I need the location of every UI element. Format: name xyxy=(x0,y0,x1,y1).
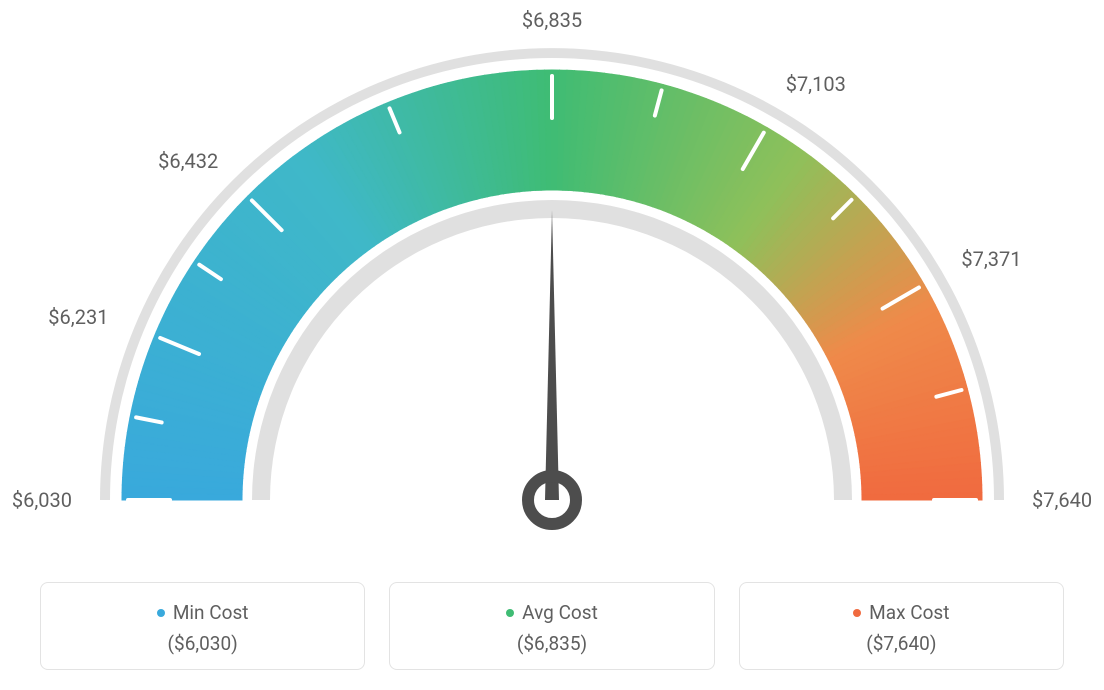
gauge-tick-label: $7,371 xyxy=(961,247,1021,271)
avg-cost-label: Avg Cost xyxy=(522,601,598,624)
gauge-tick-label: $6,030 xyxy=(12,488,72,512)
min-dot-icon xyxy=(157,609,165,617)
summary-cards: Min Cost ($6,030) Avg Cost ($6,835) Max … xyxy=(40,582,1064,670)
gauge-tick-label: $6,432 xyxy=(158,149,218,173)
min-cost-title: Min Cost xyxy=(157,601,249,624)
avg-dot-icon xyxy=(506,609,514,617)
avg-cost-title: Avg Cost xyxy=(506,601,598,624)
gauge-tick-label: $6,835 xyxy=(522,8,582,32)
max-cost-value: ($7,640) xyxy=(750,632,1053,655)
avg-cost-value: ($6,835) xyxy=(400,632,703,655)
max-dot-icon xyxy=(853,609,861,617)
gauge-chart: $6,030 $6,231 $6,432 $6,835 $7,103 $7,371 $7,6… xyxy=(0,0,1104,560)
gauge-tick-label: $7,640 xyxy=(1032,488,1092,512)
max-cost-label: Max Cost xyxy=(869,601,949,624)
gauge-tick-label: $6,231 xyxy=(48,305,108,329)
max-cost-card: Max Cost ($7,640) xyxy=(739,582,1064,670)
avg-cost-card: Avg Cost ($6,835) xyxy=(389,582,714,670)
gauge-tick-label: $7,103 xyxy=(786,72,846,96)
min-cost-value: ($6,030) xyxy=(51,632,354,655)
min-cost-card: Min Cost ($6,030) xyxy=(40,582,365,670)
max-cost-title: Max Cost xyxy=(853,601,949,624)
min-cost-label: Min Cost xyxy=(173,601,249,624)
